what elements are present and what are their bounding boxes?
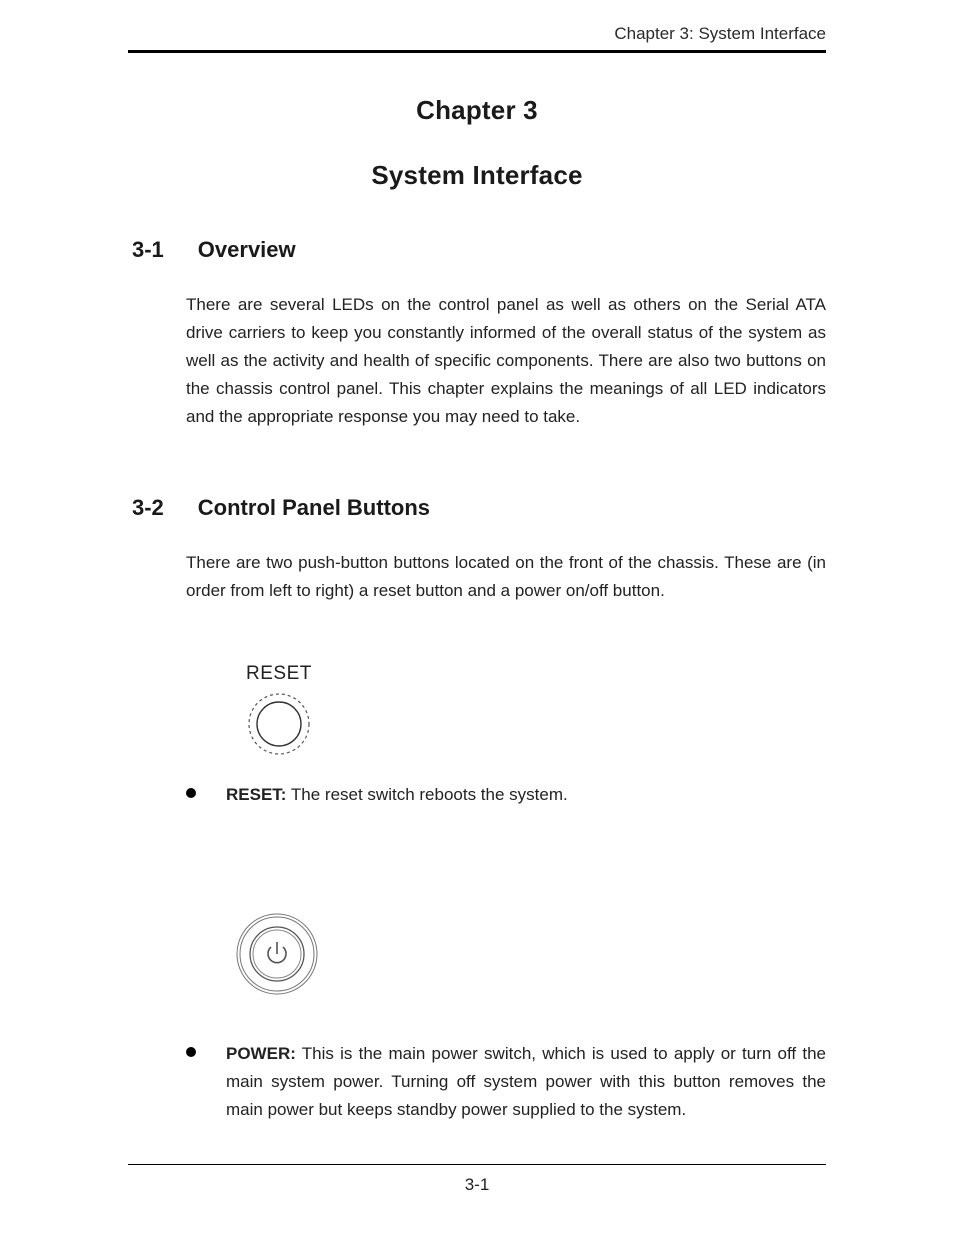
buttons-intro-paragraph: There are two push-button buttons locate…: [186, 549, 826, 605]
power-bullet-text: POWER: This is the main power switch, wh…: [226, 1040, 826, 1124]
section-title: Overview: [198, 237, 296, 263]
power-bullet-item: POWER: This is the main power switch, wh…: [186, 1040, 826, 1124]
reset-bullet-label: RESET:: [226, 785, 286, 804]
reset-bullet-text: RESET: The reset switch reboots the syst…: [226, 781, 826, 809]
power-bullet-label: POWER:: [226, 1044, 296, 1063]
chapter-label: Chapter 3: [128, 95, 826, 126]
power-bullet-body: This is the main power switch, which is …: [226, 1044, 826, 1119]
running-head: Chapter 3: System Interface: [128, 0, 826, 50]
reset-bullet-item: RESET: The reset switch reboots the syst…: [186, 781, 826, 809]
bullet-icon: [186, 1047, 196, 1057]
chapter-title: System Interface: [128, 160, 826, 191]
bullet-icon: [186, 788, 196, 798]
document-page: Chapter 3: System Interface Chapter 3 Sy…: [0, 0, 954, 1235]
reset-button-icon: [244, 689, 314, 759]
page-number: 3-1: [128, 1175, 826, 1195]
section-title: Control Panel Buttons: [198, 495, 430, 521]
section-number: 3-1: [132, 237, 164, 263]
power-button-icon: [232, 909, 322, 999]
overview-paragraph: There are several LEDs on the control pa…: [186, 291, 826, 431]
section-heading-2: 3-2 Control Panel Buttons: [132, 495, 826, 521]
reset-bullet-body: The reset switch reboots the system.: [286, 785, 567, 804]
header-rule: [128, 50, 826, 53]
reset-button-figure: RESET: [244, 663, 826, 759]
reset-figure-label: RESET: [246, 663, 826, 685]
section-heading-1: 3-1 Overview: [132, 237, 826, 263]
page-footer: 3-1: [128, 1164, 826, 1195]
footer-rule: [128, 1164, 826, 1165]
power-button-figure: [232, 909, 826, 1004]
section-number: 3-2: [132, 495, 164, 521]
